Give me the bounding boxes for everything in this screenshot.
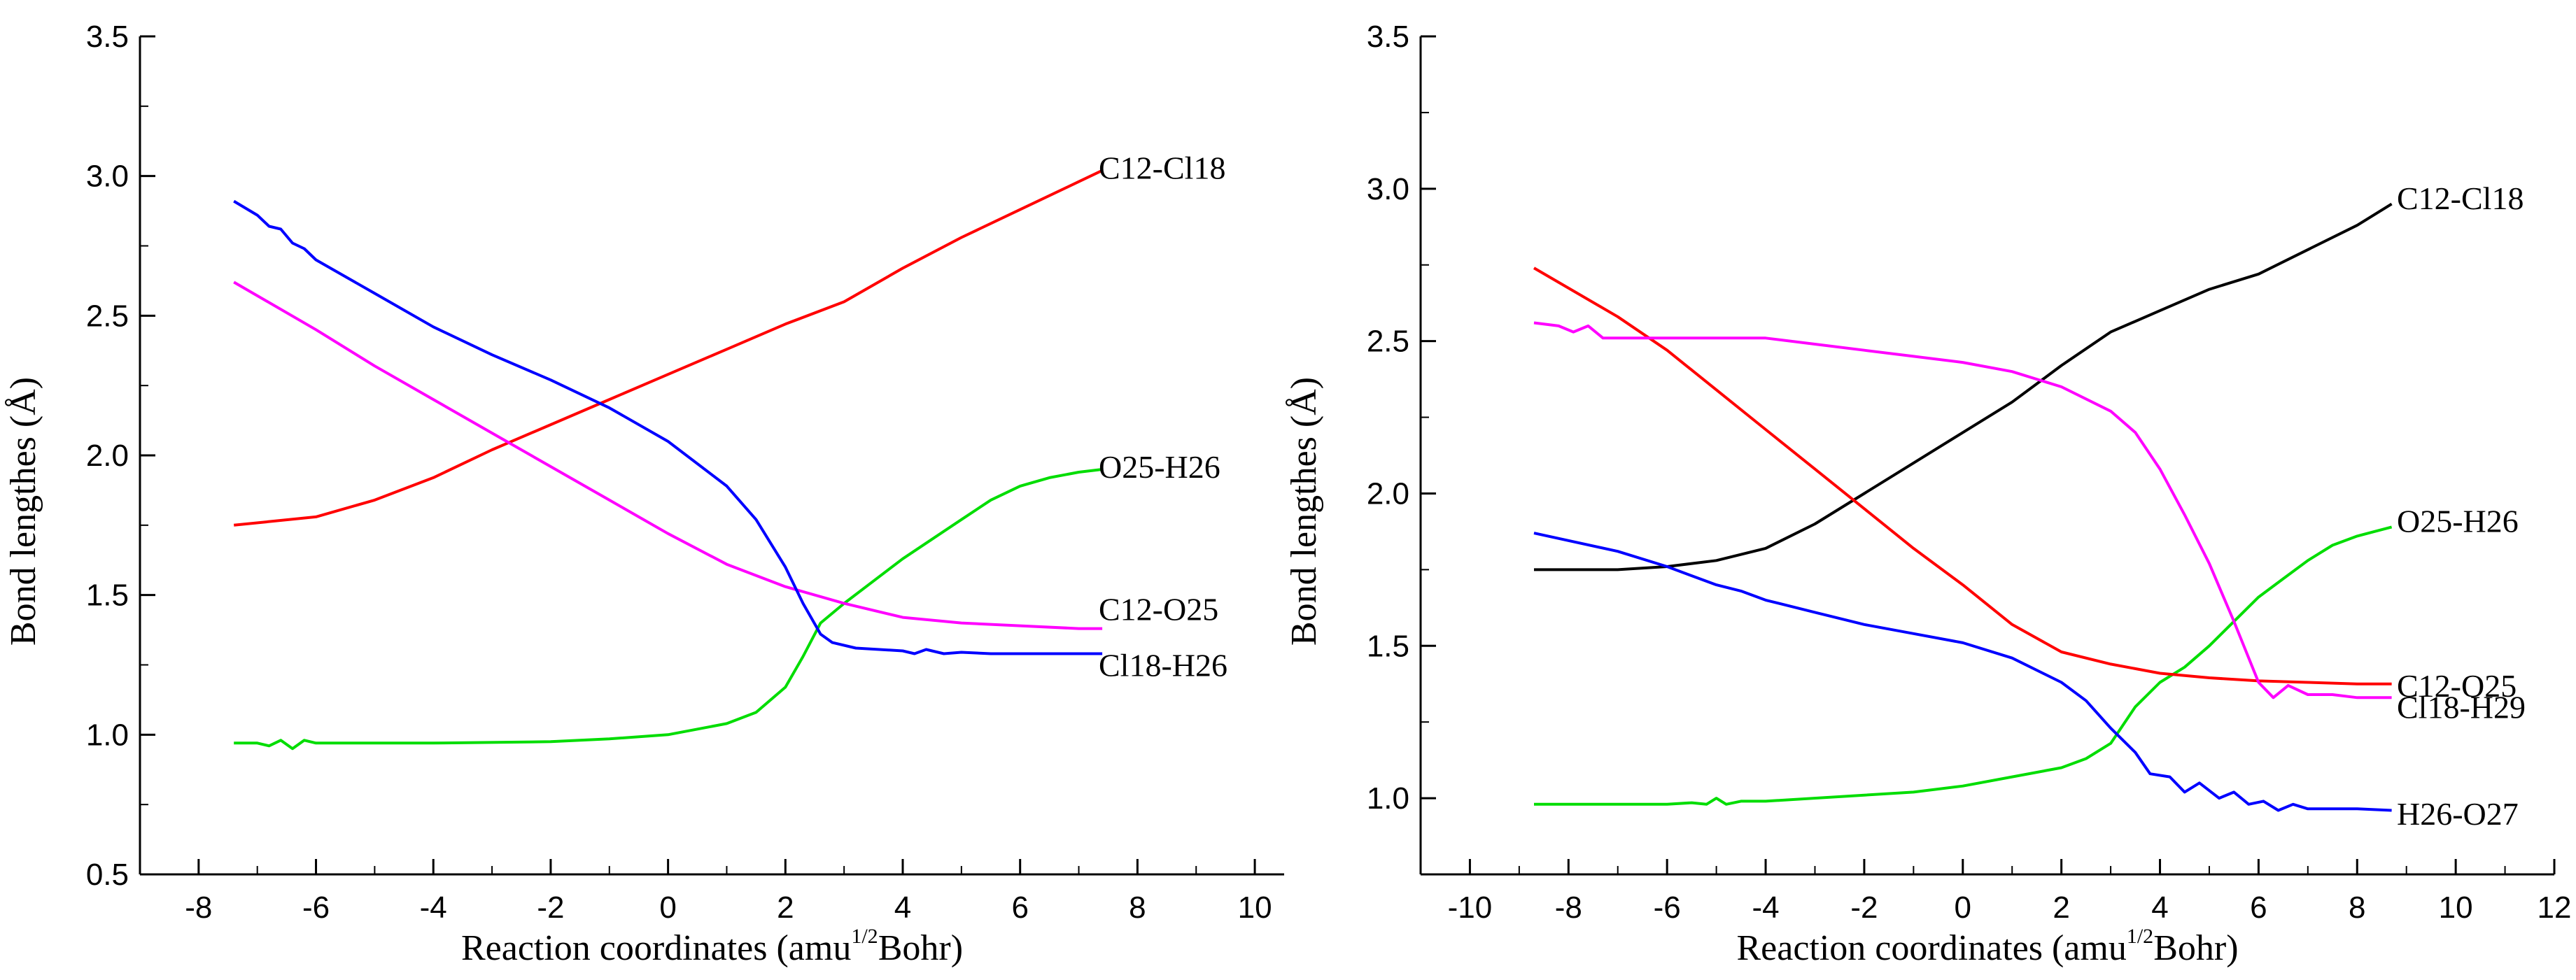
x-tick-label: 8 — [2349, 890, 2365, 925]
series-line-cl18-h29 — [1533, 321, 2392, 700]
series-line-c12-cl18 — [233, 169, 1103, 527]
y-tick-label: 1.5 — [86, 578, 129, 613]
chart-left: 0.5 1.0 1.5 2.0 2.5 3.0 3.5 -8 -6 -4 -2 0 2 4 6 8 10 Reac… — [3, 20, 1284, 968]
y-axis-title: Bond lengthes (Å) — [1284, 377, 1324, 646]
x-tick-label: 0 — [659, 890, 676, 925]
y-tick-label: 2.5 — [1367, 325, 1409, 359]
x-tick-label: 2 — [777, 890, 794, 925]
x-tick-label: 10 — [2439, 890, 2473, 925]
x-tick-label: -6 — [1654, 890, 1681, 925]
y-tick-label: 3.5 — [86, 20, 129, 54]
series-label-o25-h26: O25-H26 — [2397, 504, 2519, 539]
x-tick-label: -10 — [1448, 890, 1493, 925]
x-tick-label: 10 — [1238, 890, 1272, 925]
series-label-cl18-h29: Cl18-H29 — [2397, 689, 2526, 725]
x-tick-label: 0 — [1955, 890, 1971, 925]
y-tick-label: 3.0 — [1367, 172, 1409, 206]
x-tick-label: 4 — [894, 890, 911, 925]
x-tick-label: 12 — [2538, 890, 2572, 925]
y-tick-label: 1.0 — [1367, 781, 1409, 816]
y-tick-label: 2.0 — [86, 439, 129, 473]
x-tick-label: 6 — [2250, 890, 2267, 925]
x-tick-label: 6 — [1011, 890, 1028, 925]
x-tick-label: -6 — [302, 890, 330, 925]
series-label-c12-cl18: C12-Cl18 — [2397, 180, 2524, 216]
series-line-c12-o25 — [1533, 267, 2392, 686]
series-line-c12-o25 — [233, 280, 1103, 630]
y-tick-label: 2.5 — [86, 299, 129, 333]
x-tick-label: -4 — [1752, 890, 1779, 925]
x-tick-label: -4 — [420, 890, 447, 925]
series-line-cl18-h26 — [233, 199, 1103, 655]
x-tick-label: 4 — [2151, 890, 2168, 925]
x-tick-label: -2 — [1850, 890, 1878, 925]
series-line-h26-o27 — [1533, 532, 2392, 812]
x-axis-title: Reaction coordinates (amu1/2Bohr) — [461, 925, 963, 968]
x-tick-label: 8 — [1129, 890, 1146, 925]
x-tick-label: 2 — [2053, 890, 2069, 925]
x-tick-label: -8 — [185, 890, 212, 925]
x-tick-label: -8 — [1555, 890, 1582, 925]
chart-right: 1.0 1.5 2.0 2.5 3.0 3.5 -10 -8 -6 -4 -2 0 2 4 6 8 10 12 Re… — [1284, 20, 2571, 968]
series-label-h26-o27: H26-O27 — [2397, 796, 2519, 832]
series-label-c12-cl18: C12-Cl18 — [1099, 150, 1225, 186]
y-tick-label: 1.5 — [1367, 629, 1409, 663]
y-tick-label: 3.5 — [1367, 20, 1409, 54]
series-line-o25-h26 — [1534, 525, 2393, 806]
series-line-c12-cl18 — [1534, 202, 2393, 571]
y-axis-title: Bond lengthes (Å) — [3, 377, 43, 646]
x-tick-label: -2 — [537, 890, 564, 925]
x-axis-title: Reaction coordinates (amu1/2Bohr) — [1736, 925, 2238, 968]
series-label-c12-o25: C12-O25 — [1099, 592, 1218, 627]
series-label-o25-h26: O25-H26 — [1099, 449, 1220, 485]
y-tick-label: 0.5 — [86, 858, 129, 892]
y-tick-label: 2.0 — [1367, 476, 1409, 511]
series-line-o25-h26 — [234, 468, 1103, 751]
series-label-c12-o25: C12-O25 — [2397, 668, 2517, 704]
y-tick-label: 3.0 — [86, 159, 129, 194]
series-label-cl18-h26: Cl18-H26 — [1099, 648, 1227, 683]
y-tick-label: 1.0 — [86, 718, 129, 752]
